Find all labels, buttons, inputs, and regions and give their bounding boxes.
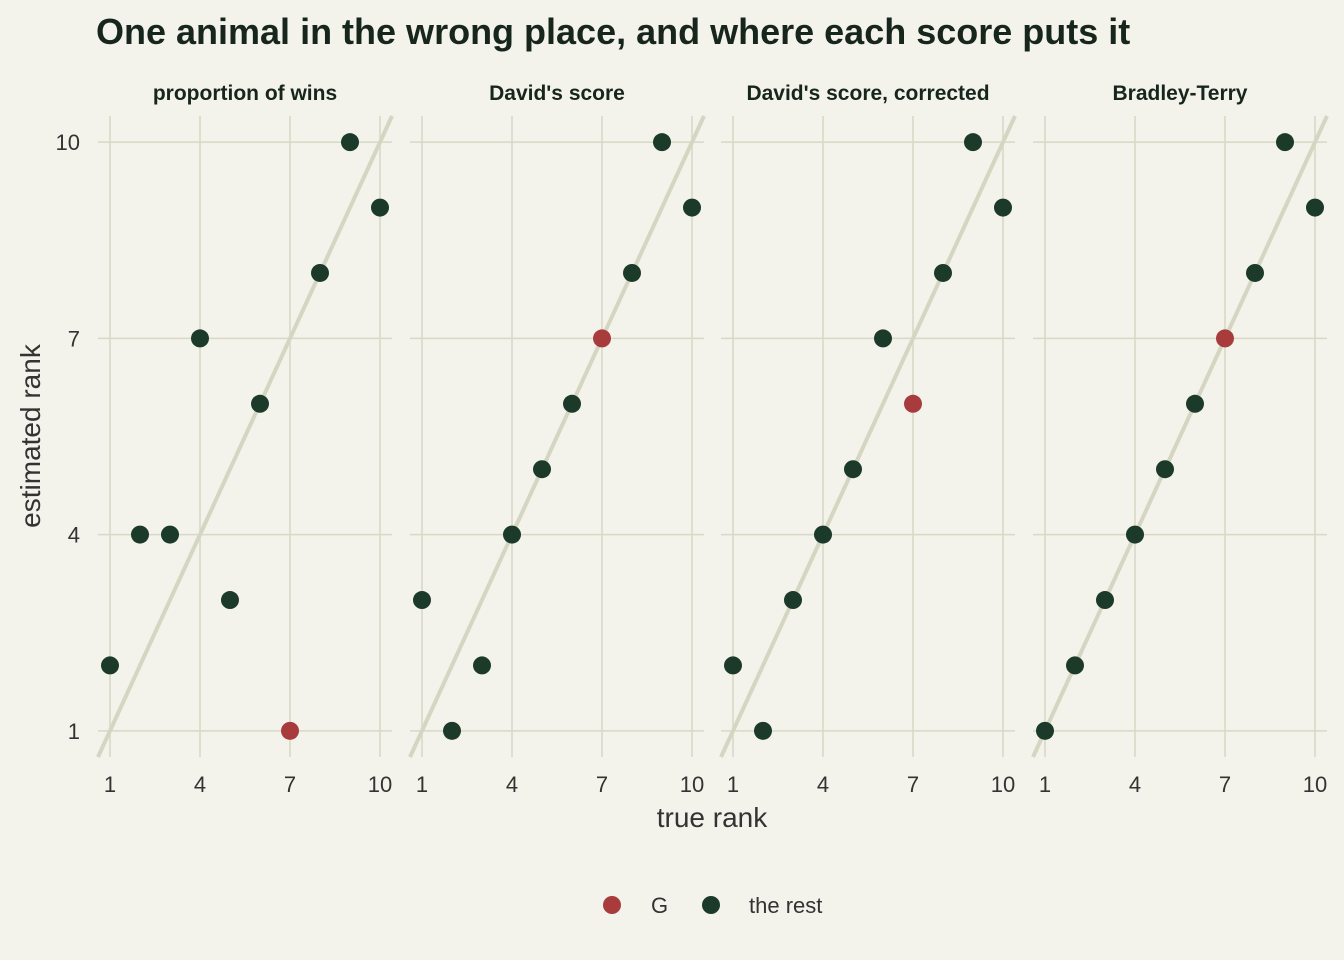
data-point bbox=[1306, 198, 1324, 217]
x-tick-label: 7 bbox=[1219, 772, 1231, 797]
x-tick-label: 1 bbox=[1039, 772, 1051, 797]
data-point bbox=[161, 525, 179, 544]
y-tick-label: 4 bbox=[68, 523, 80, 548]
y-axis-label: estimated rank bbox=[15, 343, 46, 528]
panel-title: David's score bbox=[489, 82, 625, 105]
data-point bbox=[191, 329, 209, 348]
x-tick-label: 7 bbox=[596, 772, 608, 797]
data-point bbox=[101, 656, 119, 675]
data-point bbox=[784, 591, 802, 610]
data-point bbox=[844, 460, 862, 479]
data-point bbox=[131, 525, 149, 544]
data-point bbox=[653, 133, 671, 152]
x-tick-label: 10 bbox=[991, 772, 1015, 797]
data-point bbox=[724, 656, 742, 675]
data-point bbox=[251, 394, 269, 413]
data-point-g bbox=[281, 721, 299, 740]
chart-title: One animal in the wrong place, and where… bbox=[96, 11, 1130, 52]
x-tick-label: 1 bbox=[727, 772, 739, 797]
data-point bbox=[964, 133, 982, 152]
data-point-g bbox=[1216, 329, 1234, 348]
data-point bbox=[221, 591, 239, 610]
y-tick-label: 7 bbox=[68, 326, 80, 351]
data-point bbox=[814, 525, 832, 544]
data-point bbox=[413, 591, 431, 610]
data-point bbox=[473, 656, 491, 675]
panel: Bradley-Terry 1 4 7 10 bbox=[1031, 82, 1329, 797]
reference-line bbox=[408, 115, 706, 758]
data-point bbox=[1096, 591, 1114, 610]
panel-title: Bradley-Terry bbox=[1112, 82, 1247, 105]
reference-line bbox=[719, 115, 1017, 758]
data-point bbox=[1036, 721, 1054, 740]
legend-marker-rest bbox=[702, 896, 720, 914]
legend-label: the rest bbox=[749, 893, 822, 918]
data-point-g bbox=[904, 394, 922, 413]
data-point bbox=[503, 525, 521, 544]
x-tick-label: 10 bbox=[680, 772, 704, 797]
data-point bbox=[1156, 460, 1174, 479]
x-tick-label: 1 bbox=[416, 772, 428, 797]
data-point bbox=[754, 721, 772, 740]
data-point bbox=[1186, 394, 1204, 413]
x-tick-label: 4 bbox=[506, 772, 518, 797]
x-tick-label: 7 bbox=[284, 772, 296, 797]
data-point bbox=[623, 263, 641, 282]
x-tick-label: 4 bbox=[194, 772, 206, 797]
legend-label: G bbox=[651, 893, 668, 918]
x-tick-label: 10 bbox=[1303, 772, 1327, 797]
reference-line bbox=[1031, 115, 1329, 758]
data-point bbox=[563, 394, 581, 413]
x-tick-label: 4 bbox=[817, 772, 829, 797]
panel-title: proportion of wins bbox=[153, 82, 337, 105]
panel: David's score, corrected 1 4 7 10 bbox=[719, 82, 1017, 797]
data-point bbox=[311, 263, 329, 282]
x-tick-label: 10 bbox=[368, 772, 392, 797]
x-tick-label: 4 bbox=[1129, 772, 1141, 797]
data-point bbox=[1276, 133, 1294, 152]
panels: proportion of wins 1 4 7 10 David's score 1 4 7 1… bbox=[56, 82, 1329, 797]
reference-line bbox=[96, 115, 394, 758]
x-tick-label: 1 bbox=[104, 772, 116, 797]
x-axis-label: true rank bbox=[657, 802, 768, 833]
data-point-g bbox=[593, 329, 611, 348]
data-point bbox=[994, 198, 1012, 217]
panel: proportion of wins 1 4 7 10 bbox=[96, 82, 394, 797]
data-point bbox=[1066, 656, 1084, 675]
panel: David's score 1 4 7 10 bbox=[408, 82, 706, 797]
data-point bbox=[443, 721, 461, 740]
data-point bbox=[533, 460, 551, 479]
data-point bbox=[683, 198, 701, 217]
data-point bbox=[371, 198, 389, 217]
panel-title: David's score, corrected bbox=[746, 82, 989, 105]
data-point bbox=[1246, 263, 1264, 282]
data-point bbox=[874, 329, 892, 348]
legend-marker-g bbox=[603, 896, 621, 914]
data-point bbox=[1126, 525, 1144, 544]
y-tick-label: 1 bbox=[68, 719, 80, 744]
data-point bbox=[934, 263, 952, 282]
y-tick-label: 10 bbox=[56, 130, 80, 155]
x-tick-label: 7 bbox=[907, 772, 919, 797]
data-point bbox=[341, 133, 359, 152]
